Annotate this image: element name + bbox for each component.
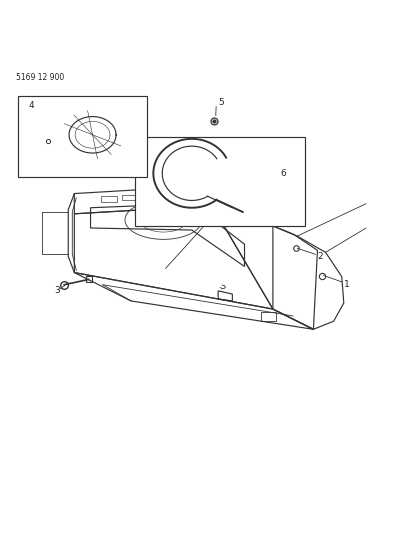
Text: 4: 4 bbox=[29, 101, 35, 110]
Text: 3: 3 bbox=[54, 286, 60, 295]
Bar bbox=[135, 137, 305, 226]
Bar bbox=[261, 312, 276, 321]
Bar bbox=[165, 192, 181, 198]
Bar bbox=[122, 195, 138, 200]
Text: 5169 12 900: 5169 12 900 bbox=[16, 73, 64, 82]
Text: 2: 2 bbox=[317, 252, 323, 261]
Bar bbox=[144, 193, 160, 199]
Text: 6: 6 bbox=[281, 169, 286, 178]
Bar bbox=[186, 191, 203, 196]
Bar bbox=[101, 196, 117, 201]
Text: 1: 1 bbox=[344, 280, 350, 289]
Text: 5: 5 bbox=[218, 98, 224, 107]
Bar bbox=[18, 96, 147, 177]
